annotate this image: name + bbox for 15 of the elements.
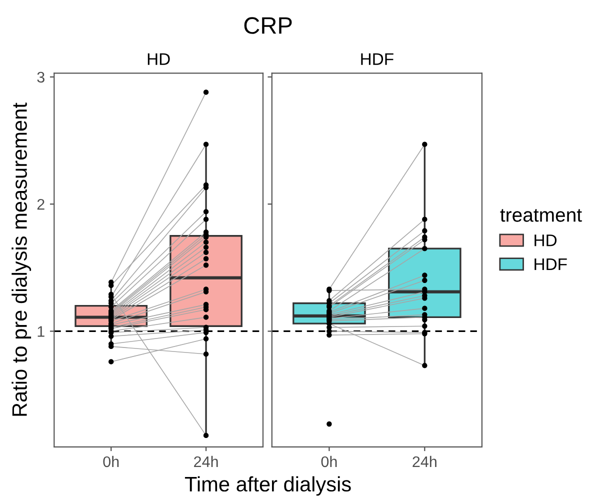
y-tick-label: 2: [37, 198, 44, 210]
chart-title: CRP: [244, 17, 292, 34]
y-tick-label: 3: [37, 72, 44, 83]
y-axis-title: Ratio to pre dialysis measurement: [12, 102, 32, 416]
x-tick-label: 0h: [103, 456, 119, 468]
y-tick-label: 1: [38, 326, 44, 337]
x-tick-label: 24h: [412, 456, 436, 467]
x-axis-title: Time after dialysis: [184, 476, 351, 496]
legend-label: HDF: [534, 258, 567, 270]
chart-subtitle: HD: [148, 53, 170, 65]
x-tick-label: 0h: [321, 456, 337, 468]
x-tick-label: 24h: [194, 456, 218, 467]
chart-subtitle: HDF: [361, 53, 394, 65]
legend-label: HD: [534, 234, 557, 246]
legend-title: treatment: [500, 209, 582, 222]
